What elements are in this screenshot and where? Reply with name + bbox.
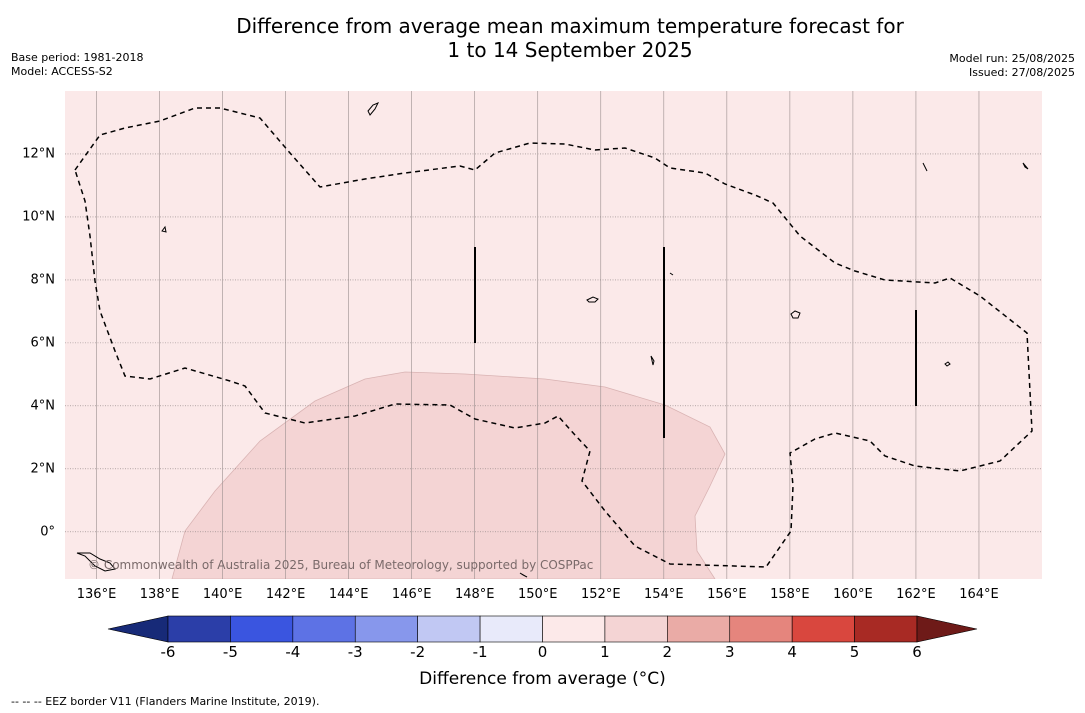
colorbar-segment bbox=[417, 615, 481, 643]
y-tick-label: 8°N bbox=[30, 272, 56, 288]
colorbar-tick-label: 6 bbox=[912, 643, 922, 661]
x-tick-label: 142°E bbox=[265, 587, 306, 602]
map-panel bbox=[65, 91, 1042, 580]
colorbar-tick-label: 3 bbox=[724, 643, 735, 661]
y-tick-label: 10°N bbox=[22, 209, 55, 225]
colorbar-label: Difference from average (°C) bbox=[419, 669, 666, 689]
colorbar-segment bbox=[729, 615, 793, 643]
colorbar-tick-label: -6 bbox=[160, 643, 176, 661]
island-sorol bbox=[669, 272, 674, 276]
y-tick-label: 0° bbox=[40, 524, 55, 540]
x-tick-label: 138°E bbox=[139, 587, 180, 602]
colorbar-over-arrow bbox=[916, 615, 978, 643]
forecast-region-markers bbox=[474, 247, 917, 438]
map-title: Difference from average mean maximum tem… bbox=[170, 14, 970, 62]
y-tick-label: 6°N bbox=[30, 335, 56, 351]
colorbar-tick-label: 5 bbox=[849, 643, 860, 661]
colorbar-tick-label: -3 bbox=[347, 643, 363, 661]
colorbar-segment bbox=[542, 615, 606, 643]
eez-boundary bbox=[74, 107, 1033, 568]
colorbar-tick-label: 1 bbox=[600, 643, 610, 661]
colorbar-tick-label: -5 bbox=[222, 643, 238, 661]
x-tick-label: 136°E bbox=[76, 587, 117, 602]
colorbar-tick-label: -1 bbox=[472, 643, 488, 661]
island-atoll-east bbox=[1022, 162, 1029, 170]
colorbar-tick-label: 0 bbox=[537, 643, 548, 661]
x-tick-label: 156°E bbox=[707, 587, 747, 602]
model-run: Model run: 25/08/2025 bbox=[949, 52, 1075, 65]
x-tick-label: 160°E bbox=[833, 587, 873, 602]
meta-right: Model run: 25/08/2025 Issued: 27/08/2025 bbox=[949, 52, 1075, 80]
eez-footnote: -- -- -- EEZ border V11 (Flanders Marine… bbox=[11, 695, 320, 708]
island-nukuoro bbox=[650, 355, 655, 366]
copyright-notice: © Commonwealth of Australia 2025, Bureau… bbox=[88, 558, 594, 572]
colorbar-tick-label: 4 bbox=[787, 643, 797, 661]
x-tick-label: 144°E bbox=[328, 587, 369, 602]
x-tick-label: 164°E bbox=[959, 587, 999, 602]
island-chuuk bbox=[586, 296, 599, 303]
x-tick-label: 146°E bbox=[391, 587, 432, 602]
title-line-1: Difference from average mean maximum tem… bbox=[236, 14, 904, 38]
colorbar-segment bbox=[791, 615, 855, 643]
colorbar-tick-label: -2 bbox=[410, 643, 426, 661]
colorbar-tick-label: -4 bbox=[285, 643, 301, 661]
x-tick-label: 150°E bbox=[517, 587, 558, 602]
colorbar-under-arrow bbox=[107, 615, 169, 643]
island-kosrae bbox=[944, 361, 951, 367]
colorbar-tick-label: 2 bbox=[662, 643, 673, 661]
map-svg bbox=[65, 91, 1042, 580]
meta-left: Base period: 1981-2018 Model: ACCESS-S2 bbox=[11, 51, 143, 79]
warm-anomaly-region bbox=[171, 371, 726, 580]
issued-date: Issued: 27/08/2025 bbox=[968, 66, 1075, 79]
y-tick-label: 4°N bbox=[30, 398, 56, 414]
colorbar-segment bbox=[479, 615, 543, 643]
gridlines bbox=[65, 91, 1042, 579]
model-name: Model: ACCESS-S2 bbox=[11, 65, 113, 78]
island-guam bbox=[367, 102, 380, 116]
colorbar-segment bbox=[667, 615, 731, 643]
island-atoll-wake bbox=[922, 162, 928, 172]
title-line-2: 1 to 14 September 2025 bbox=[447, 38, 693, 62]
x-tick-label: 158°E bbox=[770, 587, 810, 602]
y-tick-label: 2°N bbox=[30, 461, 56, 477]
island-yap bbox=[161, 225, 167, 233]
y-tick-label: 12°N bbox=[22, 146, 55, 162]
island-kapingamarangi bbox=[519, 572, 528, 578]
island-pohnpei bbox=[790, 310, 801, 319]
x-tick-label: 140°E bbox=[202, 587, 243, 602]
x-tick-label: 162°E bbox=[896, 587, 936, 602]
colorbar-segment bbox=[354, 615, 418, 643]
colorbar-segment bbox=[604, 615, 668, 643]
x-tick-label: 148°E bbox=[454, 587, 495, 602]
base-period: Base period: 1981-2018 bbox=[11, 51, 144, 64]
islands bbox=[76, 102, 1029, 578]
island-palau bbox=[76, 552, 116, 572]
colorbar-segment bbox=[230, 615, 294, 643]
colorbar-segment bbox=[167, 615, 231, 643]
colorbar-segment bbox=[292, 615, 356, 643]
x-tick-label: 152°E bbox=[581, 587, 621, 602]
x-tick-label: 154°E bbox=[644, 587, 684, 602]
colorbar-segment bbox=[854, 615, 918, 643]
